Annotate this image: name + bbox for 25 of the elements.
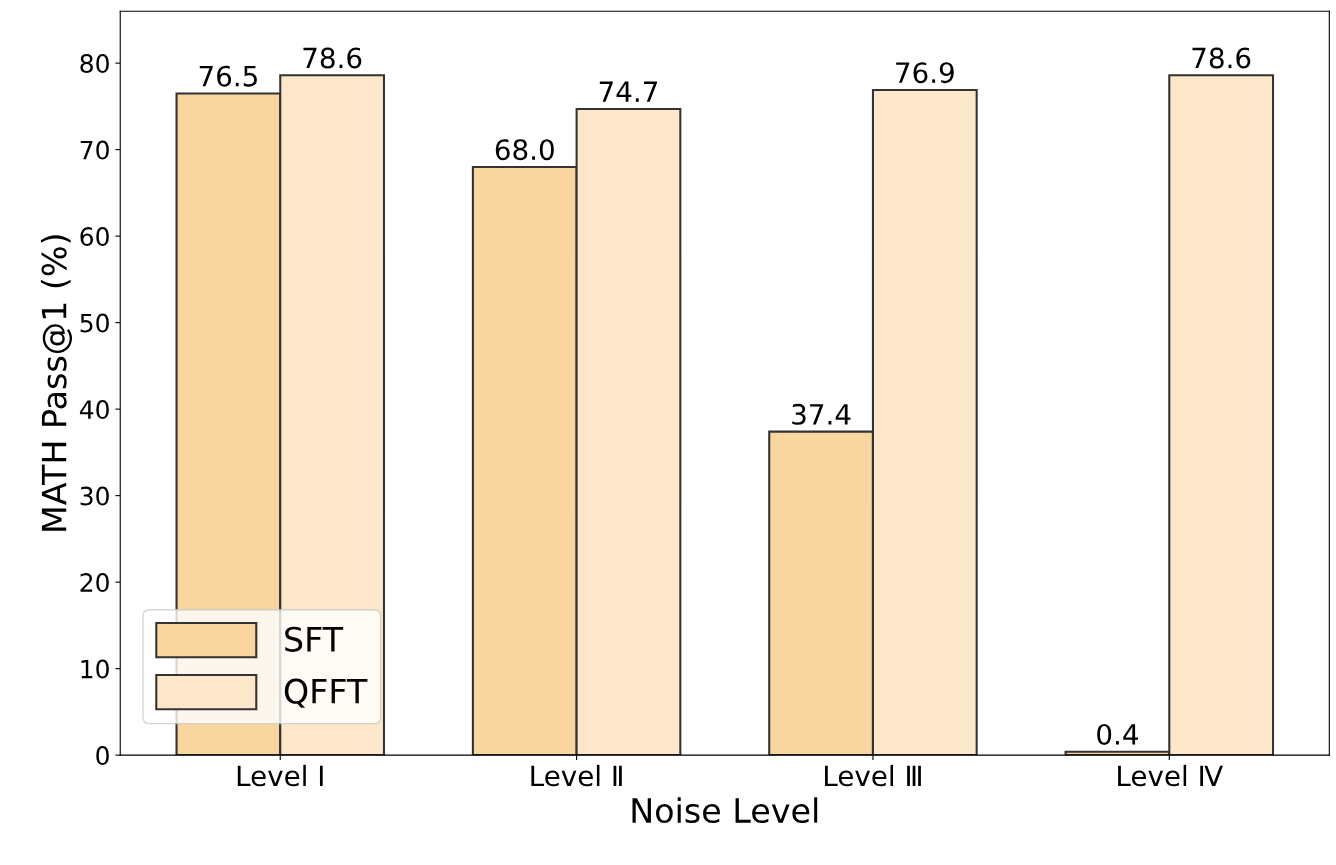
y-tick-label: 30 [80, 486, 109, 506]
x-tick-label: Level Ⅰ [237, 764, 323, 787]
x-tick-label: Level Ⅲ [825, 764, 921, 787]
y-tick-label: 70 [80, 140, 109, 160]
data-label: 78.6 [303, 47, 362, 69]
data-label: 37.4 [792, 403, 851, 425]
y-tick-label: 10 [81, 659, 109, 679]
y-tick-label: 80 [80, 54, 109, 73]
y-tick-label: 60 [80, 227, 109, 246]
legend-label: QFFT [284, 678, 368, 708]
data-label: 68.0 [495, 139, 554, 161]
x-axis-title: Noise Level [632, 797, 818, 824]
data-label: 78.6 [1192, 47, 1251, 69]
data-label: 74.7 [599, 81, 658, 102]
y-tick-label: 50 [80, 313, 109, 333]
x-tick-label: Level Ⅳ [1118, 764, 1223, 787]
data-label: 76.9 [896, 62, 954, 84]
y-axis-title: MATH Pass@1 (%) [40, 235, 73, 531]
legend-label: SFT [285, 626, 344, 652]
y-tick-label: 20 [80, 573, 109, 592]
y-tick-label: 40 [79, 400, 109, 419]
x-tick-label: Level Ⅱ [531, 764, 622, 787]
y-tick-label: 0 [96, 746, 109, 765]
data-label: 76.5 [199, 65, 257, 87]
data-label: 0.4 [1097, 723, 1138, 745]
